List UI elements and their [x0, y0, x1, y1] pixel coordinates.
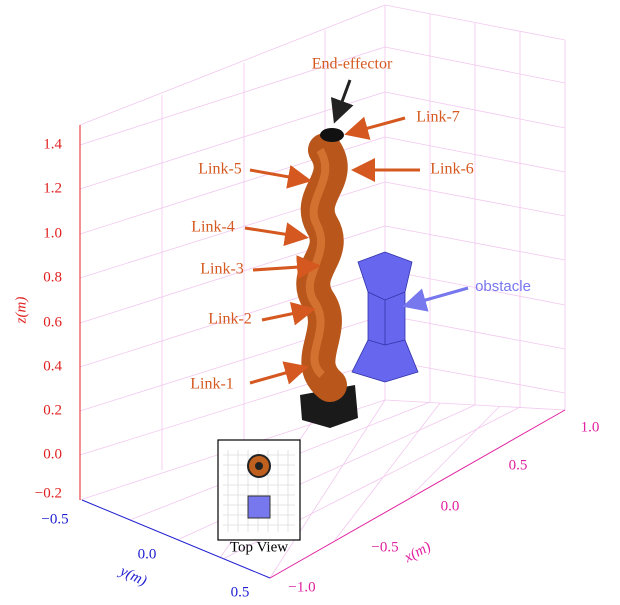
tick-label: 0.0: [138, 546, 157, 562]
tick-label: 0.0: [43, 446, 62, 462]
inset-title: Top View: [230, 539, 288, 555]
tick-label: 0.5: [231, 584, 250, 600]
figure: 1.41.21.00.80.60.40.20.0−0.2 −0.50.00.5 …: [0, 0, 620, 605]
link-label: Link-1: [190, 376, 234, 393]
tick-label: 0.2: [43, 402, 62, 418]
obstacle-label: obstacle: [475, 278, 531, 295]
robot: [300, 128, 358, 428]
tick-label: −0.5: [41, 511, 68, 527]
tick-label: −1.0: [288, 579, 315, 595]
link-label: Link-5: [198, 161, 242, 178]
end-effector-label: End-effector: [312, 56, 393, 73]
tick-label: 1.2: [43, 180, 62, 196]
link-label: Link-7: [416, 109, 460, 126]
tick-label: −0.5: [371, 539, 398, 555]
link-label: Link-6: [430, 161, 474, 178]
z-axis-label: z(m): [13, 297, 29, 325]
tick-label: 1.4: [43, 136, 62, 152]
link-label: Link-3: [200, 261, 244, 278]
link-label: Link-2: [208, 311, 252, 328]
link-label: Link-4: [191, 219, 235, 236]
y-axis-label: y(m): [116, 563, 149, 590]
tick-label: 0.5: [509, 457, 528, 473]
obstacle-shape: [352, 252, 418, 382]
z-ticks: 1.4 1.2 1.0 0.8 0.6 0.4 0.2 0.0 −0.2: [35, 136, 63, 501]
tick-label: 0.6: [43, 314, 62, 330]
tick-label: 0.8: [43, 269, 62, 285]
tick-label: 0.0: [441, 498, 460, 514]
tick-label: −0.2: [35, 485, 62, 501]
tick-label: 1.0: [581, 419, 600, 435]
tick-label: 0.4: [43, 358, 62, 374]
x-axis-label: x(m): [401, 539, 434, 567]
inset: Top View: [218, 440, 300, 555]
tick-label: 1.0: [43, 225, 62, 241]
